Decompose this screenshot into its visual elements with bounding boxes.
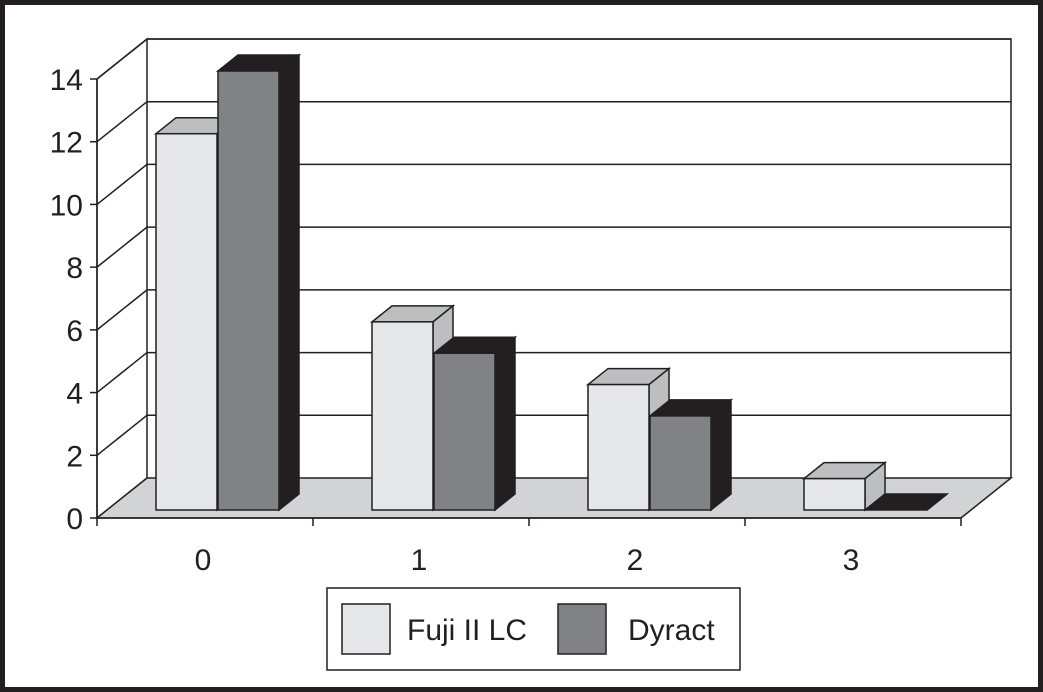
bar-dyract-0 bbox=[215, 53, 302, 512]
y-tick-label: 4 bbox=[66, 378, 83, 411]
bar-dyract-2 bbox=[647, 398, 734, 512]
gridline-12 bbox=[96, 100, 1011, 143]
gridlines bbox=[96, 38, 1011, 456]
bar-side bbox=[926, 493, 948, 511]
x-tick-label: 2 bbox=[627, 544, 644, 577]
side-wall bbox=[96, 37, 148, 520]
bar-front bbox=[649, 415, 712, 511]
legend-label: Fuji II LC bbox=[407, 614, 527, 647]
gridline-6 bbox=[96, 289, 1011, 331]
legend-box bbox=[326, 587, 741, 671]
x-axis-tick-labels: 0 1 2 3 bbox=[195, 544, 860, 577]
y-tick-label: 6 bbox=[66, 315, 83, 348]
y-tick-label: 0 bbox=[66, 503, 83, 536]
bar-front bbox=[433, 352, 496, 511]
x-tick-label: 3 bbox=[843, 544, 860, 577]
bar-side bbox=[494, 335, 516, 512]
bar-dyract-1 bbox=[431, 335, 518, 512]
axes bbox=[90, 78, 962, 526]
gridline-8 bbox=[96, 226, 1011, 268]
y-tick-label: 14 bbox=[50, 64, 83, 97]
bar-front bbox=[803, 477, 866, 511]
x-tick-label: 0 bbox=[195, 544, 212, 577]
legend-label: Dyract bbox=[628, 614, 715, 647]
y-tick-label: 12 bbox=[50, 127, 83, 160]
gridline-14 bbox=[96, 38, 1011, 80]
bar-side bbox=[278, 53, 300, 512]
legend: Fuji II LC Dyract bbox=[326, 587, 741, 671]
y-tick-label: 2 bbox=[66, 440, 83, 473]
bar-front bbox=[587, 383, 650, 511]
y-tick-label: 8 bbox=[66, 252, 83, 285]
bars bbox=[153, 53, 950, 512]
bar-front bbox=[155, 132, 218, 511]
x-tick-label: 1 bbox=[411, 544, 428, 577]
gridline-4 bbox=[96, 351, 1011, 394]
bar-front bbox=[217, 70, 280, 511]
bar-dyract-3 bbox=[863, 493, 950, 511]
legend-swatch bbox=[341, 603, 391, 655]
bar-side bbox=[710, 398, 732, 512]
gridline-10 bbox=[96, 163, 1011, 206]
legend-swatch bbox=[557, 603, 607, 655]
bar-fuji-ii-lc-3 bbox=[801, 461, 888, 512]
y-axis-tick-labels: 0 2 4 6 8 10 12 14 bbox=[50, 64, 83, 536]
y-tick-label: 10 bbox=[50, 189, 83, 222]
bar-front bbox=[371, 321, 434, 511]
